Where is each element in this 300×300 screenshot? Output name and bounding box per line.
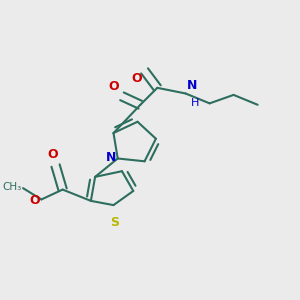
Text: O: O	[109, 80, 119, 94]
Text: N: N	[187, 79, 197, 92]
Text: O: O	[131, 72, 142, 85]
Text: H: H	[191, 98, 200, 108]
Text: O: O	[29, 194, 40, 207]
Text: CH₃: CH₃	[2, 182, 22, 192]
Text: O: O	[47, 148, 58, 161]
Text: S: S	[110, 216, 119, 230]
Text: N: N	[106, 151, 116, 164]
